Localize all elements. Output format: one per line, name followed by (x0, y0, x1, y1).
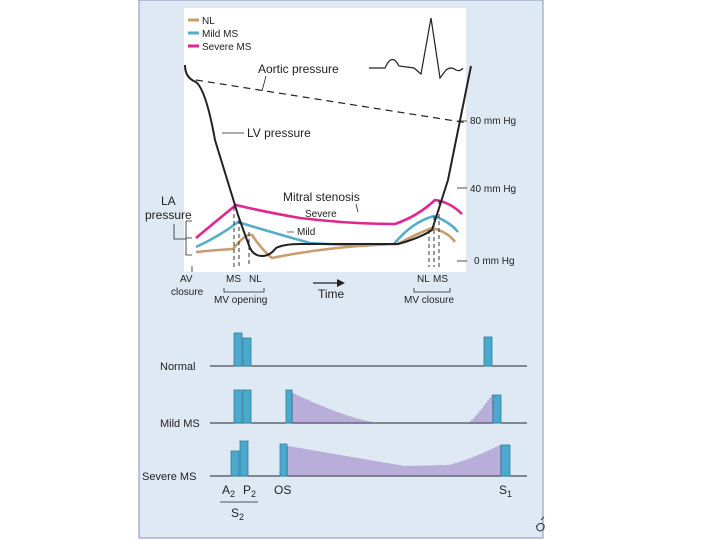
severe-label: Severe (305, 209, 337, 220)
la-label: LA (161, 194, 176, 208)
row-label-mild: Mild MS (160, 418, 200, 430)
a2-subscript: 2 (230, 489, 235, 499)
av-label: AV (180, 274, 193, 285)
os-label: OS (274, 483, 291, 497)
s2-p2-normal (242, 337, 252, 367)
murmur-mild-presystolic (469, 395, 493, 423)
s2-label: S2 (231, 506, 244, 522)
s2-a2-severe (230, 450, 240, 477)
time-arrow-head (337, 279, 345, 287)
s2-p2-mild (242, 389, 252, 424)
scale-label-40: 40 mm Hg (470, 184, 516, 195)
s1-severe (500, 444, 511, 477)
s2-a2-normal (233, 332, 243, 367)
scale-label-80: 80 mm Hg (470, 116, 516, 127)
row-label-severe: Severe MS (142, 471, 196, 483)
legend-label-severe: Severe MS (202, 42, 252, 53)
la-pressure-label: pressure (145, 208, 192, 222)
av-closure-label: closure (171, 287, 204, 298)
mitral-stenosis-leader (355, 203, 359, 213)
lv-pressure-label: LV pressure (247, 126, 311, 140)
s1-subscript: 1 (507, 489, 512, 499)
ms-opening-label: MS (226, 274, 241, 285)
aortic-pressure-line (195, 79, 469, 124)
os-mild (285, 389, 293, 424)
murmur-severe (287, 445, 501, 476)
scale-label-0: 0 mm Hg (474, 256, 515, 267)
legend: NL Mild MS Severe MS (188, 16, 252, 53)
s2-a2-mild (233, 389, 243, 424)
lv-pressure-curve (184, 64, 472, 258)
ms-closure-label: MS (433, 274, 448, 285)
la-bracket (173, 220, 192, 256)
legend-label-mild: Mild MS (202, 29, 238, 40)
ecg-trace (369, 17, 464, 80)
s2-subscript: 2 (239, 512, 244, 522)
aortic-pressure-leader (261, 75, 267, 92)
mv-opening-label: MV opening (214, 295, 267, 306)
mv-closure-dashed-lines (428, 200, 440, 267)
p2-label: P2 (243, 483, 256, 499)
mild-label: Mild (297, 227, 315, 238)
row-label-normal: Normal (160, 361, 195, 373)
os-severe (279, 443, 288, 477)
mitral-stenosis-label: Mitral stenosis (283, 190, 360, 204)
legend-label-nl: NL (202, 16, 215, 27)
s1-mild (492, 394, 502, 424)
time-label: Time (318, 287, 345, 301)
nl-opening-label: NL (249, 274, 262, 285)
murmur-mild-diastolic (292, 393, 376, 423)
aortic-pressure-label: Aortic pressure (258, 62, 339, 76)
a2-label: A2 (222, 483, 235, 499)
s2-p2-severe (239, 440, 249, 477)
mv-closure-label: MV closure (404, 295, 454, 306)
s1-normal (483, 336, 493, 367)
mv-closure-bracket (413, 288, 451, 293)
mv-opening-dashed-lines (233, 207, 250, 267)
mv-opening-bracket (223, 288, 265, 293)
corner-logo-icon (535, 516, 545, 532)
p2-subscript: 2 (251, 489, 256, 499)
s1-label: S1 (499, 483, 512, 499)
nl-closure-label: NL (417, 274, 430, 285)
